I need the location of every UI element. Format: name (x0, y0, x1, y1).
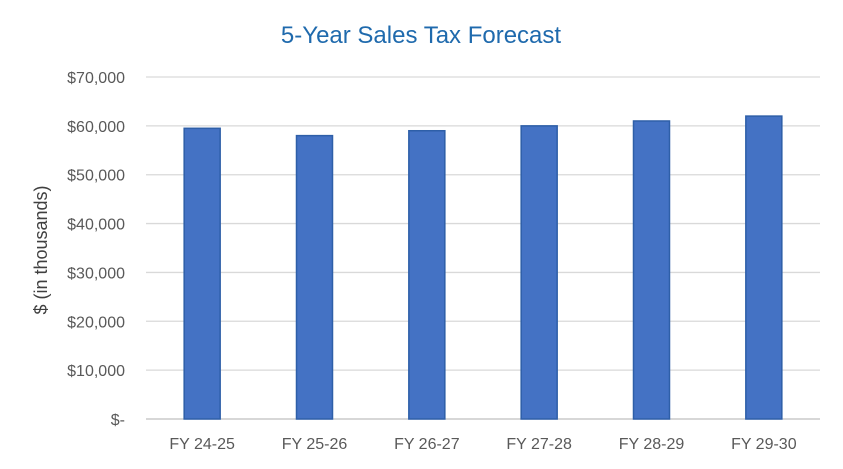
x-tick-label: FY 27-28 (506, 436, 572, 453)
y-tick-label: $30,000 (67, 265, 125, 282)
bar (295, 134, 334, 420)
bar (408, 129, 446, 420)
chart-title: 5-Year Sales Tax Forecast (281, 22, 561, 49)
bar (745, 115, 783, 420)
x-tick-label: FY 28-29 (619, 436, 685, 453)
y-tick-label: $50,000 (67, 168, 125, 185)
y-tick-label: $60,000 (67, 119, 125, 136)
y-tick-label: $10,000 (67, 363, 125, 380)
y-tick-label: $40,000 (67, 217, 125, 234)
x-tick-label: FY 29-30 (731, 436, 797, 453)
y-tick-label: $20,000 (67, 314, 125, 331)
x-tick-label: FY 25-26 (282, 436, 348, 453)
bar (632, 120, 671, 420)
y-tick-label: $- (111, 412, 125, 429)
bar (183, 127, 221, 420)
bar (520, 125, 558, 420)
x-tick-label: FY 26-27 (394, 436, 460, 453)
y-tick-label: $70,000 (67, 70, 125, 87)
y-axis-label: $ (in thousands) (31, 185, 51, 314)
x-tick-label: FY 24-25 (169, 436, 235, 453)
